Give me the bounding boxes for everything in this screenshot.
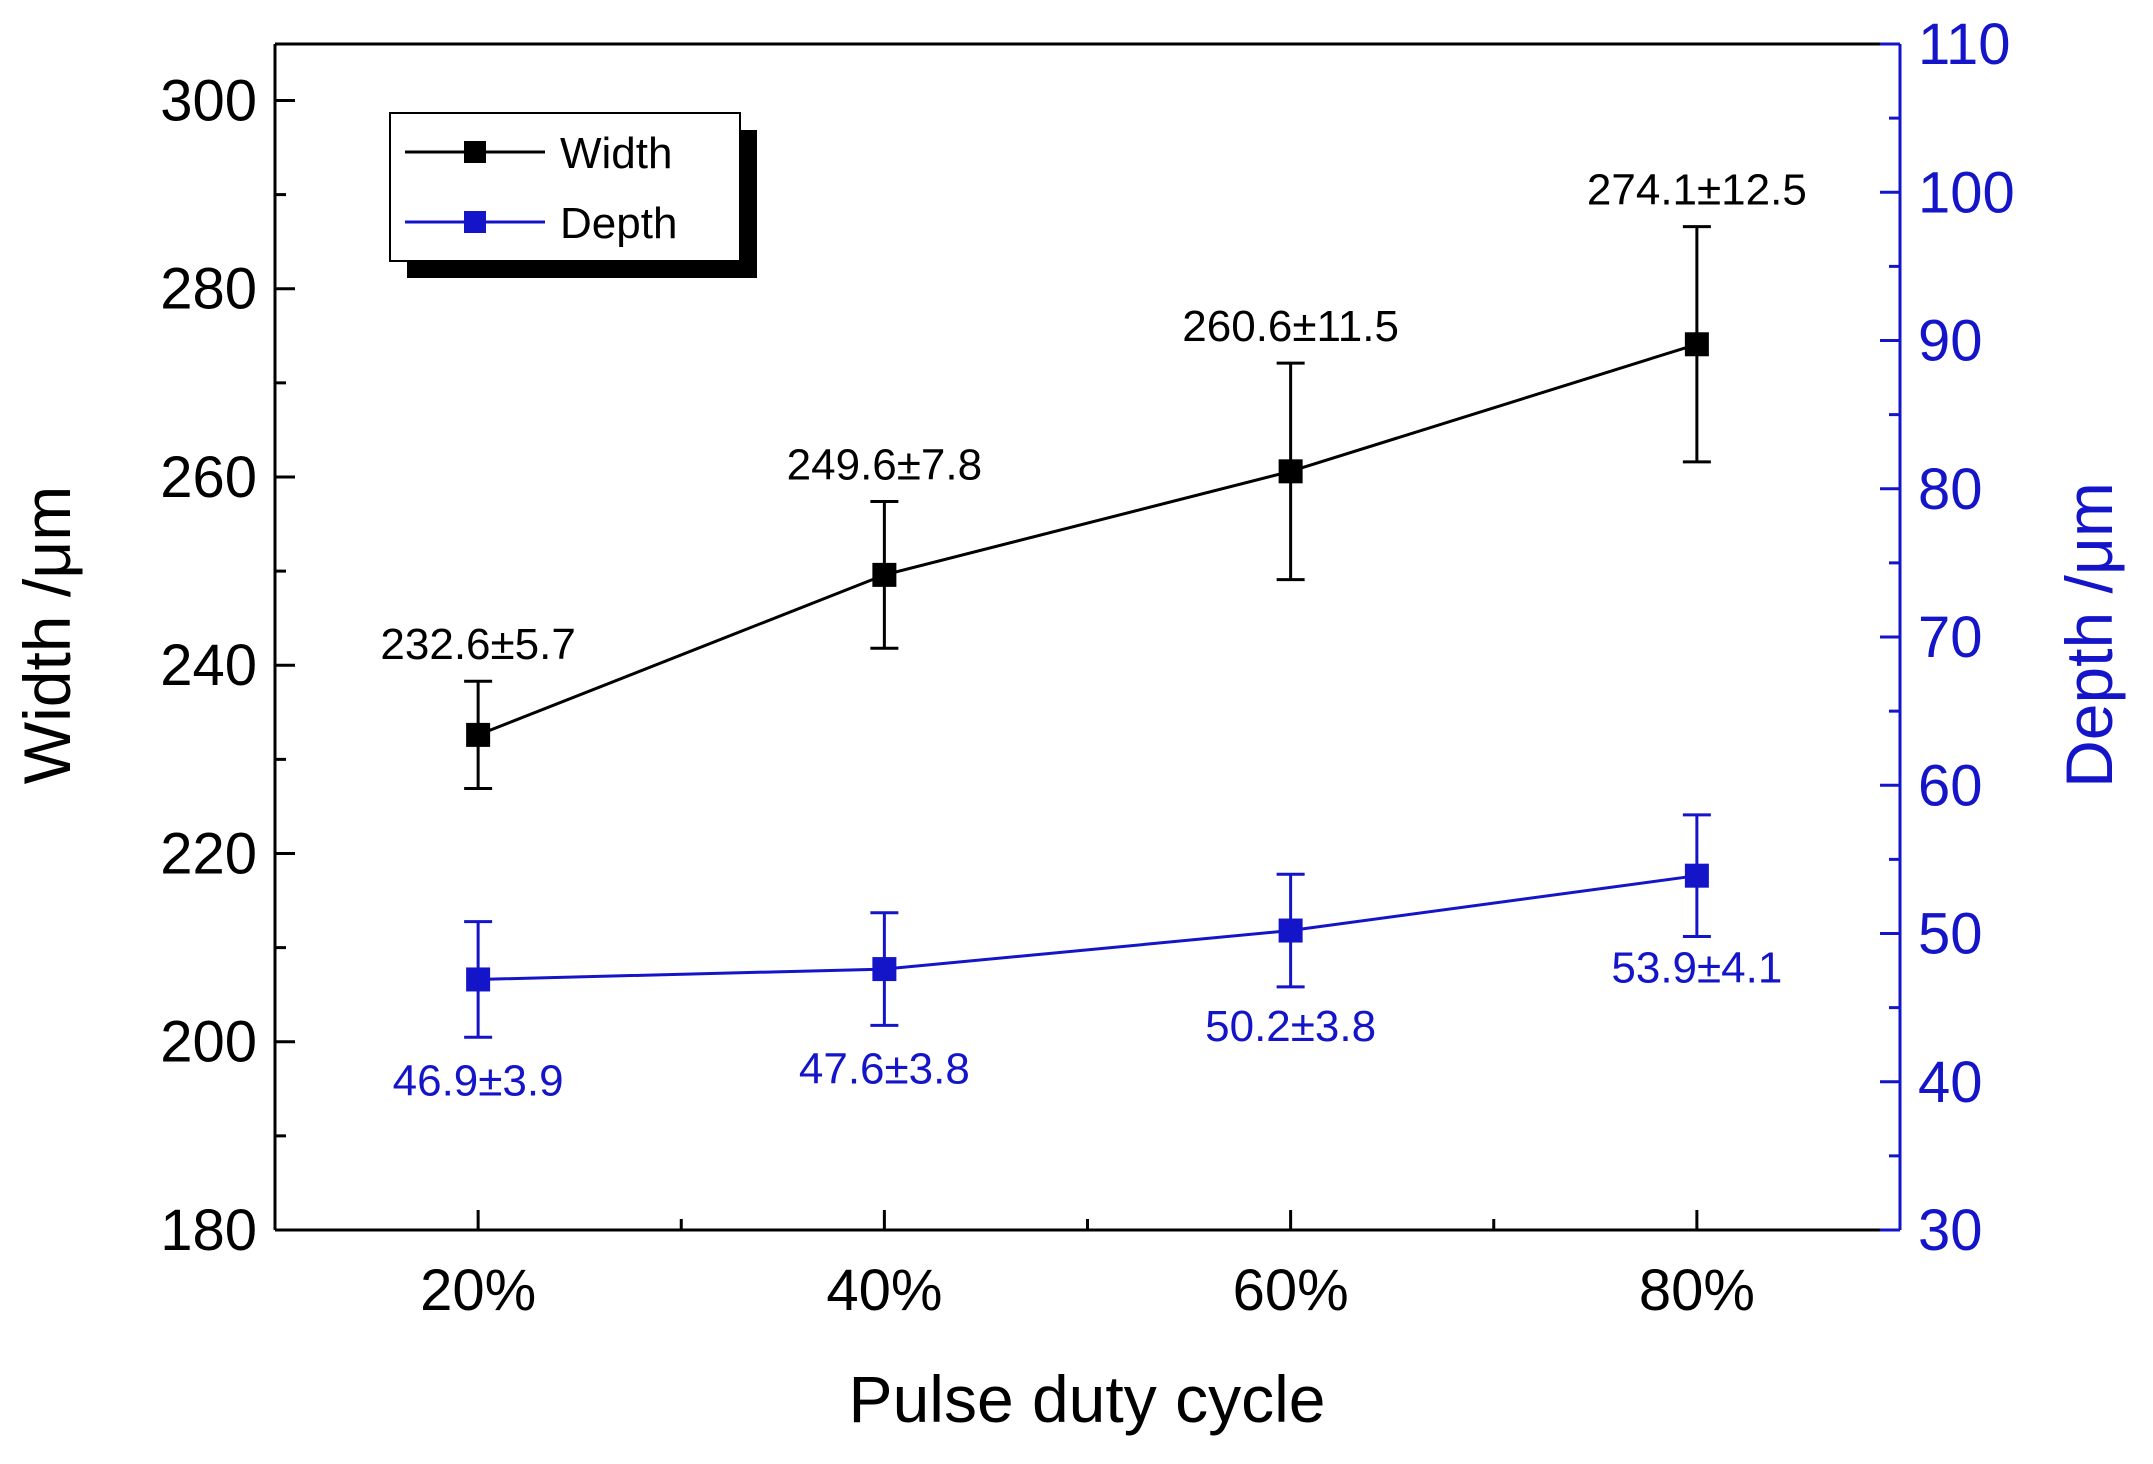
y-axis-left-ticks: 180 200 220 240 260 280 300	[160, 68, 295, 1263]
x-tick-label: 60%	[1233, 1258, 1349, 1323]
y-tick-label: 260	[160, 445, 257, 510]
legend-box	[389, 112, 741, 262]
x-axis-title: Pulse duty cycle	[849, 1362, 1326, 1436]
y-tick-label: 280	[160, 257, 257, 322]
data-label: 249.6±7.8	[787, 440, 982, 489]
x-axis-ticks: 20% 40% 60% 80%	[420, 1210, 1755, 1323]
x-tick-label: 20%	[420, 1258, 536, 1323]
data-point	[466, 722, 491, 747]
legend-depth-label: Depth	[560, 199, 677, 248]
y2-tick-label: 110	[1918, 12, 2010, 77]
y-axis-right-title: Depth /μm	[2052, 482, 2126, 788]
y2-tick-label: 70	[1918, 605, 1983, 670]
data-point	[1278, 918, 1303, 943]
series-width: 232.6±5.7 249.6±7.8 260.6±11.5 274.1±12.5	[380, 166, 1807, 791]
data-point	[1278, 459, 1303, 484]
legend-width-marker	[464, 141, 486, 163]
data-label: 260.6±11.5	[1182, 302, 1399, 351]
y2-tick-label: 100	[1918, 160, 2015, 225]
data-point	[1684, 332, 1709, 357]
y-tick-label: 200	[160, 1010, 257, 1075]
series-layer: 232.6±5.7 249.6±7.8 260.6±11.5 274.1±12.5 46…	[380, 166, 1806, 1106]
data-label: 274.1±12.5	[1587, 166, 1807, 215]
data-label: 46.9±3.9	[393, 1056, 564, 1105]
series-depth: 46.9±3.9 47.6±3.8 50.2±3.8 53.9±4.1	[393, 813, 1782, 1105]
y-axis-right-ticks: 30 40 50 60 70 80 90 100 110	[1880, 12, 2015, 1263]
y-tick-label: 240	[160, 633, 257, 698]
y2-tick-label: 40	[1918, 1050, 1983, 1115]
data-label: 50.2±3.8	[1205, 1002, 1376, 1051]
y-tick-label: 180	[160, 1198, 257, 1263]
series-line	[477, 342, 1698, 737]
y2-tick-label: 80	[1918, 457, 1983, 522]
data-point	[872, 957, 897, 982]
series-line	[478, 874, 1698, 981]
y-axis-left-title: Width /μm	[10, 486, 84, 784]
data-label: 47.6±3.8	[799, 1044, 970, 1093]
x-tick-label: 40%	[826, 1258, 942, 1323]
x-tick-label: 80%	[1639, 1258, 1755, 1323]
legend-width-label: Width	[560, 129, 672, 178]
data-point	[872, 562, 897, 587]
y2-tick-label: 90	[1918, 309, 1983, 374]
data-label: 53.9±4.1	[1611, 943, 1782, 992]
y-tick-label: 220	[160, 821, 257, 886]
y2-tick-label: 60	[1918, 753, 1983, 818]
data-point	[466, 967, 491, 992]
legend-depth-marker	[464, 211, 486, 233]
y-tick-label: 300	[160, 68, 257, 133]
y2-tick-label: 30	[1918, 1198, 1983, 1263]
y2-tick-label: 50	[1918, 902, 1983, 967]
legend: Width Depth	[389, 112, 757, 278]
data-label: 232.6±5.7	[380, 620, 575, 669]
data-point	[1684, 863, 1709, 888]
